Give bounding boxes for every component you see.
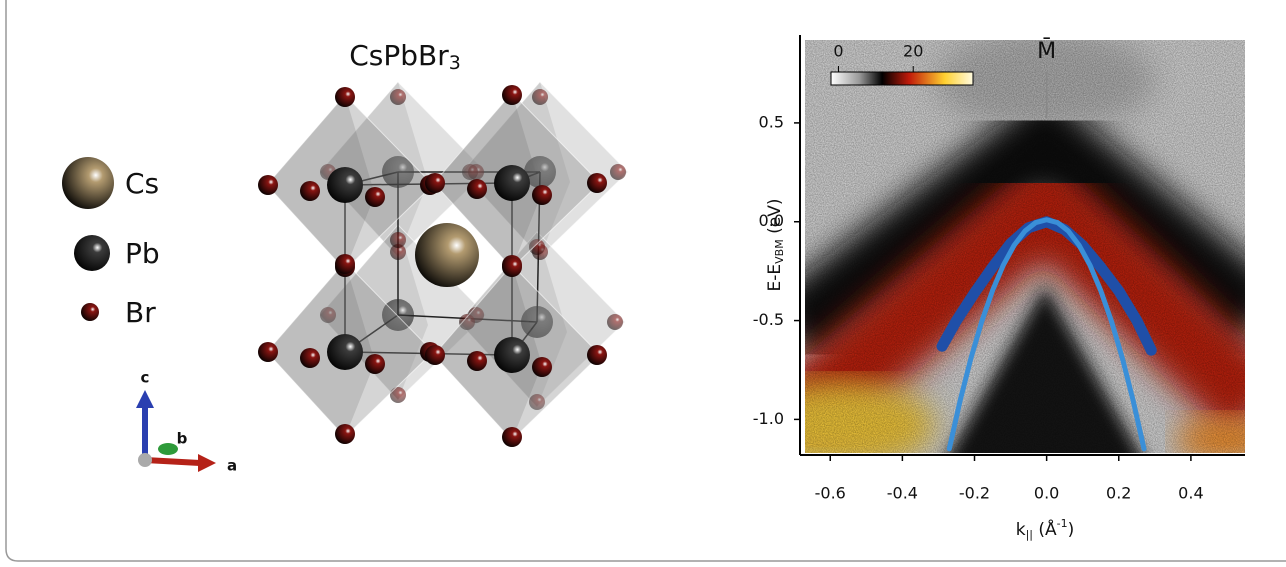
br-atom bbox=[587, 173, 607, 193]
x-tick-label: 0.0 bbox=[1034, 484, 1059, 503]
br-atom bbox=[502, 85, 522, 105]
structure-title: CsPbBr3 bbox=[349, 39, 461, 74]
octahedron-face bbox=[320, 225, 428, 400]
annotation: M̄ bbox=[1037, 38, 1056, 64]
br-atom bbox=[335, 254, 355, 274]
br-atom bbox=[300, 348, 320, 368]
pb-atom bbox=[524, 156, 556, 188]
br-atom bbox=[607, 314, 623, 330]
pb-atom bbox=[327, 334, 363, 370]
pb-atom bbox=[327, 167, 363, 203]
legend-label: Br bbox=[125, 296, 156, 329]
br-atom bbox=[467, 179, 487, 199]
y-tick-label: -1.0 bbox=[753, 409, 784, 428]
br-atom bbox=[529, 239, 545, 255]
colorbar-tick-label: 20 bbox=[903, 42, 923, 61]
y-tick-label: 0.0 bbox=[759, 211, 784, 230]
y-tick-label: -0.5 bbox=[753, 310, 784, 329]
br-atom bbox=[335, 424, 355, 444]
y-axis-label: E-EVBM (eV) bbox=[765, 199, 786, 292]
br-atom bbox=[390, 89, 406, 105]
series-fit bbox=[946, 217, 1147, 452]
x-tick-label: -0.4 bbox=[887, 484, 918, 503]
br-atom bbox=[365, 187, 385, 207]
br-atom bbox=[258, 175, 278, 195]
axis-label: a bbox=[227, 457, 237, 475]
pb-atom bbox=[494, 165, 530, 201]
colorbar-tick-label: 0 bbox=[833, 42, 843, 61]
legend-label: Pb bbox=[125, 237, 160, 270]
legend-swatch bbox=[62, 157, 114, 209]
frame bbox=[5, 0, 1286, 562]
legend: Cs Pb Br bbox=[62, 157, 160, 329]
br-atom bbox=[300, 181, 320, 201]
br-atom bbox=[390, 387, 406, 403]
arpes-plot: E-EVBM (eV) k|| (Å-1) 0.5 0.0 -0.5 -1.0 -0.6… bbox=[753, 35, 1245, 541]
br-atom bbox=[390, 232, 406, 248]
y-tick-label: 0.5 bbox=[759, 112, 784, 131]
x-tick-label: 0.4 bbox=[1178, 484, 1203, 503]
crystal-structure bbox=[258, 81, 629, 447]
x-tick-label: -0.6 bbox=[815, 484, 846, 503]
br-atom bbox=[532, 185, 552, 205]
br-atom bbox=[425, 345, 445, 365]
octahedron-face bbox=[434, 93, 542, 268]
pb-atom bbox=[494, 337, 530, 373]
br-atom bbox=[532, 357, 552, 377]
br-atom bbox=[459, 314, 475, 330]
br-atom bbox=[320, 307, 336, 323]
octahedron-face bbox=[267, 95, 375, 270]
legend-label: Cs bbox=[125, 167, 159, 200]
axis-triad: c b a bbox=[136, 369, 237, 475]
legend-swatch bbox=[81, 303, 99, 321]
axis-label: c bbox=[141, 369, 150, 387]
br-atom bbox=[467, 351, 487, 371]
pb-atom bbox=[382, 299, 414, 331]
octahedron-face bbox=[434, 265, 542, 440]
br-atom bbox=[529, 394, 545, 410]
br-atom bbox=[335, 87, 355, 107]
br-atom bbox=[425, 173, 445, 193]
br-atom bbox=[365, 354, 385, 374]
x-axis-label: k|| (Å-1) bbox=[1016, 517, 1075, 541]
intensity-map bbox=[805, 40, 1245, 453]
br-atom bbox=[532, 89, 548, 105]
br-atom bbox=[587, 345, 607, 365]
pb-atom bbox=[382, 156, 414, 188]
br-atom bbox=[462, 164, 478, 180]
br-atom bbox=[258, 342, 278, 362]
octahedron-face bbox=[267, 262, 375, 437]
br-atom bbox=[502, 427, 522, 447]
colorbar bbox=[830, 71, 974, 86]
br-atom bbox=[390, 244, 406, 260]
x-tick-label: 0.2 bbox=[1106, 484, 1131, 503]
br-atom bbox=[502, 257, 522, 277]
legend-swatch bbox=[74, 235, 110, 271]
octahedron-face bbox=[320, 82, 428, 257]
axis-label: b bbox=[177, 430, 188, 448]
cs-atom bbox=[415, 223, 479, 287]
x-tick-label: -0.2 bbox=[959, 484, 990, 503]
br-atom bbox=[610, 164, 626, 180]
pb-atom bbox=[521, 306, 553, 338]
